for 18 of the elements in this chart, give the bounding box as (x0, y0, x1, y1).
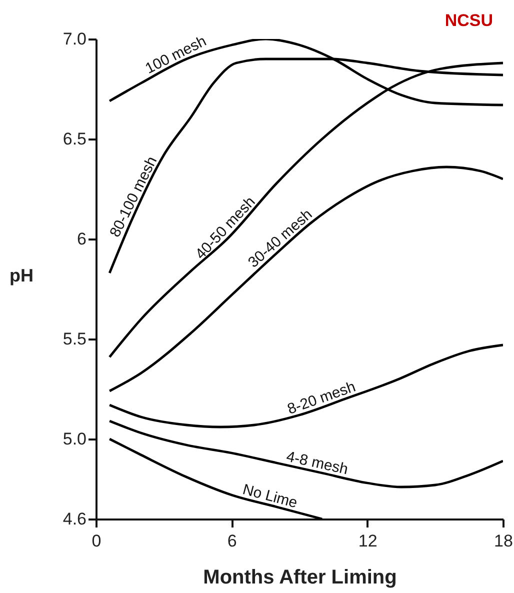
y-tick-label: 4.6 (62, 510, 86, 528)
x-tick-label: 12 (358, 532, 378, 550)
y-tick-label: 7.0 (62, 30, 86, 48)
y-tick-label: 6.5 (62, 130, 86, 148)
line-series (108, 344, 503, 428)
y-tick-label: 6 (77, 230, 86, 248)
y-tick-label: 5.0 (62, 430, 86, 448)
x-tick-label: 18 (494, 532, 513, 550)
y-tick-label: 5.5 (62, 330, 86, 348)
x-axis-title: Months After Liming (203, 566, 397, 588)
text: 8-20 mesh (285, 378, 358, 418)
text: No Lime (240, 481, 300, 512)
x-tick-label: 6 (227, 532, 237, 550)
x-tick-label: 0 (92, 532, 102, 550)
text: NCSU (444, 11, 493, 30)
text: 4-8 mesh (284, 448, 350, 478)
y-axis-title: pH (10, 266, 34, 286)
text: 100 mesh (142, 32, 210, 78)
